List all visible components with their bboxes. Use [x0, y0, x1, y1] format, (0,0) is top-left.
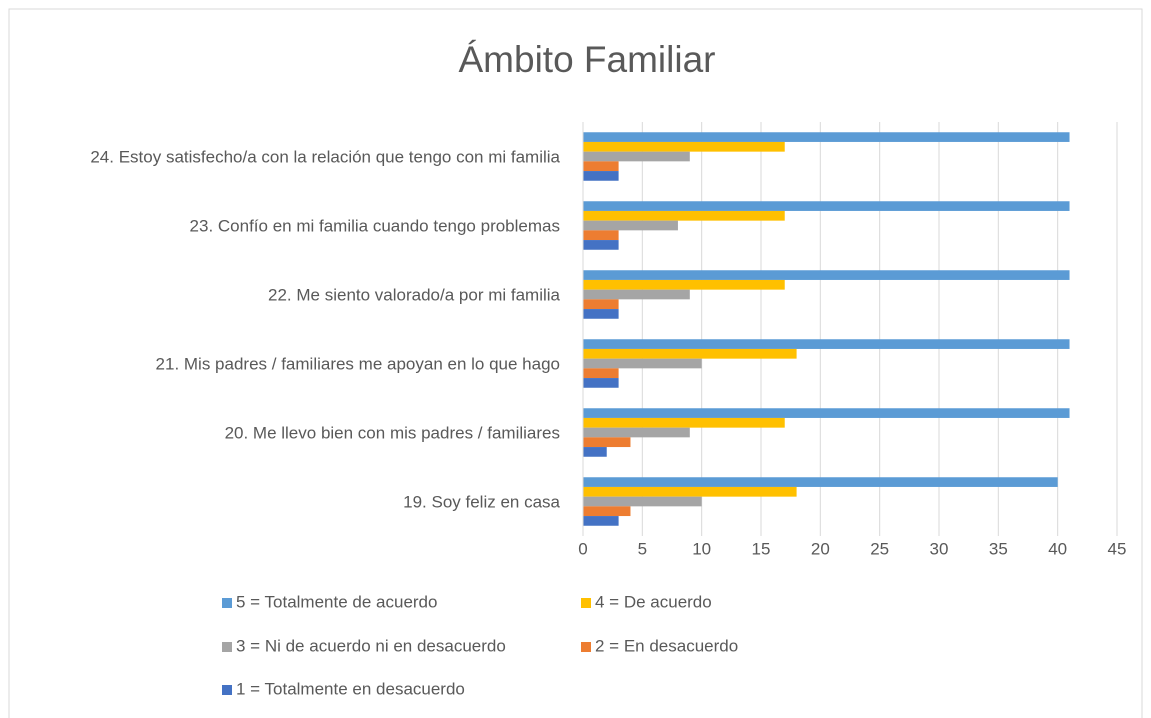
- bar: [583, 378, 619, 388]
- y-tick-label: 23. Confío en mi familia cuando tengo pr…: [189, 216, 560, 235]
- bar: [583, 417, 785, 428]
- bar: [583, 437, 631, 448]
- bar: [583, 516, 619, 526]
- y-tick-label: 21. Mis padres / familiares me apoyan en…: [155, 354, 560, 373]
- legend-label: 4 = De acuerdo: [595, 592, 712, 611]
- x-tick-label: 20: [811, 539, 830, 558]
- y-tick-label: 19. Soy feliz en casa: [403, 492, 560, 511]
- x-tick-label: 25: [870, 539, 889, 558]
- legend-label: 3 = Ni de acuerdo ni en desacuerdo: [236, 636, 506, 655]
- bar: [583, 220, 678, 231]
- bar: [583, 171, 619, 181]
- chart-border: [8, 8, 1143, 718]
- bar: [583, 408, 1070, 418]
- bar: [583, 132, 1070, 142]
- bar: [583, 506, 631, 517]
- x-tick-label: 35: [989, 539, 1008, 558]
- bar: [583, 486, 797, 497]
- legend-marker: [222, 642, 232, 652]
- bar: [583, 230, 619, 241]
- bar: [583, 339, 1070, 349]
- legend-marker: [581, 642, 591, 652]
- bar: [583, 151, 690, 162]
- bar: [583, 279, 785, 290]
- chart-title: Ámbito Familiar: [459, 39, 716, 80]
- bar: [583, 299, 619, 310]
- legend-marker: [581, 598, 591, 608]
- legend-label: 2 = En desacuerdo: [595, 636, 738, 655]
- legend-label: 1 = Totalmente en desacuerdo: [236, 679, 465, 698]
- x-tick-label: 0: [578, 539, 587, 558]
- legend-marker: [222, 685, 232, 695]
- legend-label: 5 = Totalmente de acuerdo: [236, 592, 437, 611]
- bar: [583, 358, 702, 369]
- x-tick-label: 10: [692, 539, 711, 558]
- y-tick-label: 22. Me siento valorado/a por mi familia: [268, 285, 560, 304]
- legend-marker: [222, 598, 232, 608]
- bar: [583, 270, 1070, 280]
- bar: [583, 210, 785, 221]
- x-tick-label: 5: [638, 539, 647, 558]
- bar: [583, 477, 1058, 487]
- x-tick-label: 40: [1048, 539, 1067, 558]
- x-tick-label: 15: [752, 539, 771, 558]
- bar: [583, 161, 619, 172]
- y-tick-label: 20. Me llevo bien con mis padres / famil…: [224, 423, 560, 442]
- x-tick-label: 30: [930, 539, 949, 558]
- y-tick-label: 24. Estoy satisfecho/a con la relación q…: [90, 147, 560, 166]
- bar: [583, 309, 619, 319]
- bar: [583, 141, 785, 152]
- bar: [583, 289, 690, 300]
- bar: [583, 348, 797, 359]
- bar: [583, 368, 619, 379]
- bar: [583, 240, 619, 250]
- bar: [583, 496, 702, 507]
- bar: [583, 447, 607, 457]
- bar: [583, 427, 690, 438]
- x-tick-label: 45: [1108, 539, 1127, 558]
- bar: [583, 201, 1070, 211]
